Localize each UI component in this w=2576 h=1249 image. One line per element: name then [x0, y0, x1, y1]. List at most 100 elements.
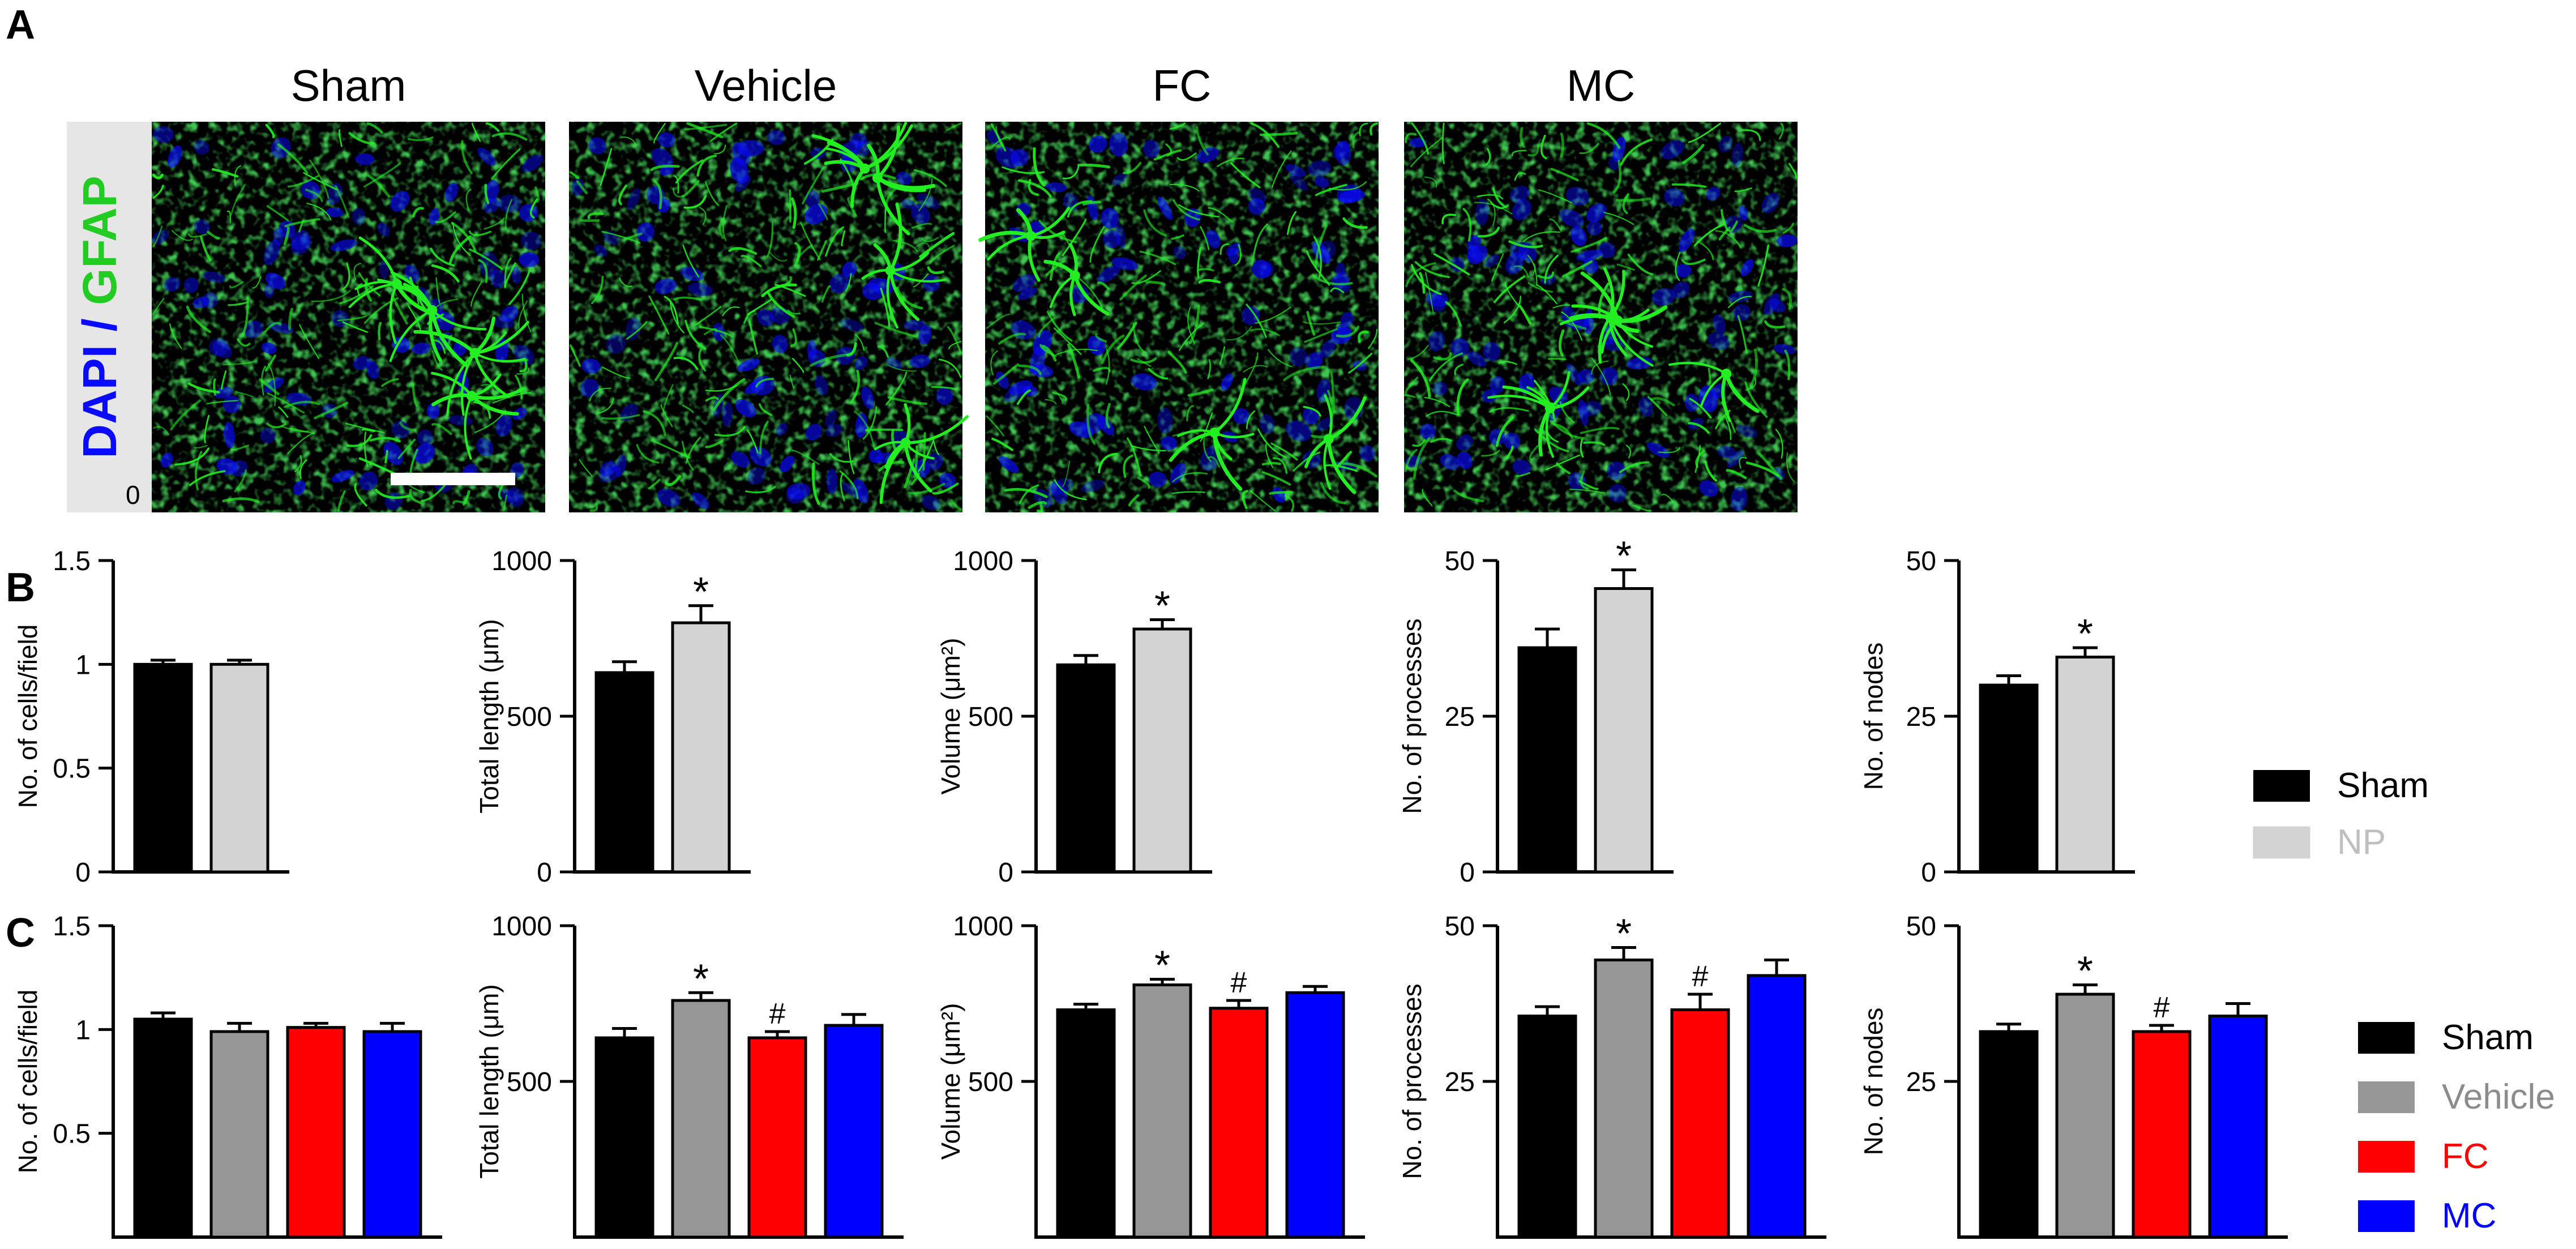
gfap-process	[1718, 226, 1731, 241]
gfap-process	[1424, 396, 1450, 408]
gfap-process	[1095, 333, 1107, 343]
gfap-process	[504, 257, 512, 289]
nucleus	[1482, 389, 1497, 403]
gfap-process	[848, 440, 855, 474]
y-tick-label: 25	[1906, 1067, 1936, 1097]
gfap-process	[747, 298, 772, 315]
y-tick-label: 25	[1445, 1067, 1475, 1097]
y-tick-label: 50	[1445, 912, 1475, 942]
nucleus	[1736, 425, 1758, 438]
gfap-process	[1506, 446, 1514, 460]
gfap-process	[1788, 162, 1798, 179]
gfap-process	[1715, 409, 1731, 430]
nucleus	[1272, 487, 1286, 503]
nucleus	[202, 292, 218, 309]
gfap-process	[761, 283, 797, 297]
nucleus	[208, 337, 229, 356]
gfap-process	[913, 273, 929, 288]
stain-label-background	[67, 122, 152, 512]
nucleus	[377, 222, 390, 237]
gfap-process	[1560, 132, 1564, 158]
nucleus	[417, 429, 433, 446]
nucleus	[491, 316, 515, 329]
astrocyte-branch	[1169, 431, 1217, 462]
gfap-process	[309, 159, 330, 199]
gfap-process	[1101, 334, 1125, 365]
gfap-process	[1603, 212, 1634, 225]
astrocytes	[811, 121, 969, 504]
nucleus	[1456, 434, 1473, 451]
gfap-process	[1067, 200, 1093, 218]
gfap-process	[746, 429, 759, 454]
gfap-process	[1490, 201, 1509, 209]
gfap-process	[636, 444, 660, 464]
nucleus	[1651, 288, 1675, 306]
gfap-process	[1495, 416, 1514, 447]
gfap-process	[825, 226, 845, 257]
stain-dapi: DAPI	[73, 345, 126, 459]
bar-fc	[2132, 1030, 2192, 1239]
astrocyte-branch	[389, 309, 434, 362]
nucleus	[1672, 281, 1690, 298]
gfap-process	[1169, 122, 1186, 130]
gfap-process	[1328, 181, 1367, 191]
y-axis-label: No. of cells/field	[13, 624, 42, 809]
gfap-process	[1514, 265, 1529, 278]
gfap-process	[187, 382, 220, 393]
gfap-process	[1422, 489, 1433, 507]
gfap-process	[1741, 129, 1761, 142]
gfap-process	[589, 387, 611, 401]
gfap-process	[1428, 352, 1464, 382]
chart-C4: 25 50 No. of processes * #	[1397, 912, 1826, 1239]
bar-fc	[286, 1026, 346, 1239]
gfap-process	[1219, 346, 1226, 365]
astrocyte-body	[1721, 369, 1732, 379]
nucleus	[600, 465, 621, 482]
astrocyte-branch	[358, 236, 399, 285]
gfap-process	[921, 237, 939, 242]
nucleus	[484, 179, 499, 203]
nucleus	[1428, 331, 1445, 352]
nucleus	[1586, 203, 1607, 223]
gfap-process	[651, 439, 691, 459]
stain-gfap: GFAP	[73, 176, 126, 305]
gfap-process	[1200, 226, 1210, 250]
gfap-process	[435, 277, 440, 304]
gfap-texture	[152, 122, 545, 512]
gfap-process	[283, 226, 290, 246]
gfap-process	[1404, 448, 1418, 472]
gfap-process	[170, 399, 202, 431]
gfap-process	[1580, 438, 1584, 458]
gfap-process	[1424, 176, 1437, 188]
astrocyte-branch	[875, 176, 936, 190]
nucleus	[1598, 242, 1616, 259]
nucleus	[1285, 164, 1306, 177]
gfap-process	[1330, 287, 1345, 293]
nucleus	[658, 132, 675, 148]
nucleus	[327, 182, 343, 205]
nucleus	[1740, 259, 1754, 277]
y-tick-label: 25	[1445, 702, 1475, 732]
gfap-process	[713, 378, 746, 411]
gfap-process	[1721, 209, 1728, 232]
astrocyte-branch	[469, 387, 525, 400]
gfap-process	[1764, 320, 1786, 329]
gfap-process	[1550, 168, 1579, 182]
gfap-process	[986, 415, 1004, 437]
gfap-process	[452, 222, 471, 256]
bar-mc	[2208, 1015, 2268, 1239]
gfap-process	[947, 326, 962, 354]
bar-vehicle	[2055, 993, 2115, 1239]
gfap-process	[1453, 489, 1484, 503]
bar-vehicle	[1132, 983, 1192, 1239]
nucleus	[1731, 143, 1744, 167]
gfap-process	[1514, 172, 1526, 181]
nucleus	[995, 146, 1020, 169]
gfap-process	[853, 410, 875, 449]
gfap-process	[705, 440, 724, 448]
gfap-process	[187, 233, 207, 238]
nucleus	[1440, 454, 1460, 470]
gfap-process	[1520, 127, 1526, 148]
gfap-process	[294, 455, 302, 472]
gfap-process	[1178, 204, 1219, 217]
